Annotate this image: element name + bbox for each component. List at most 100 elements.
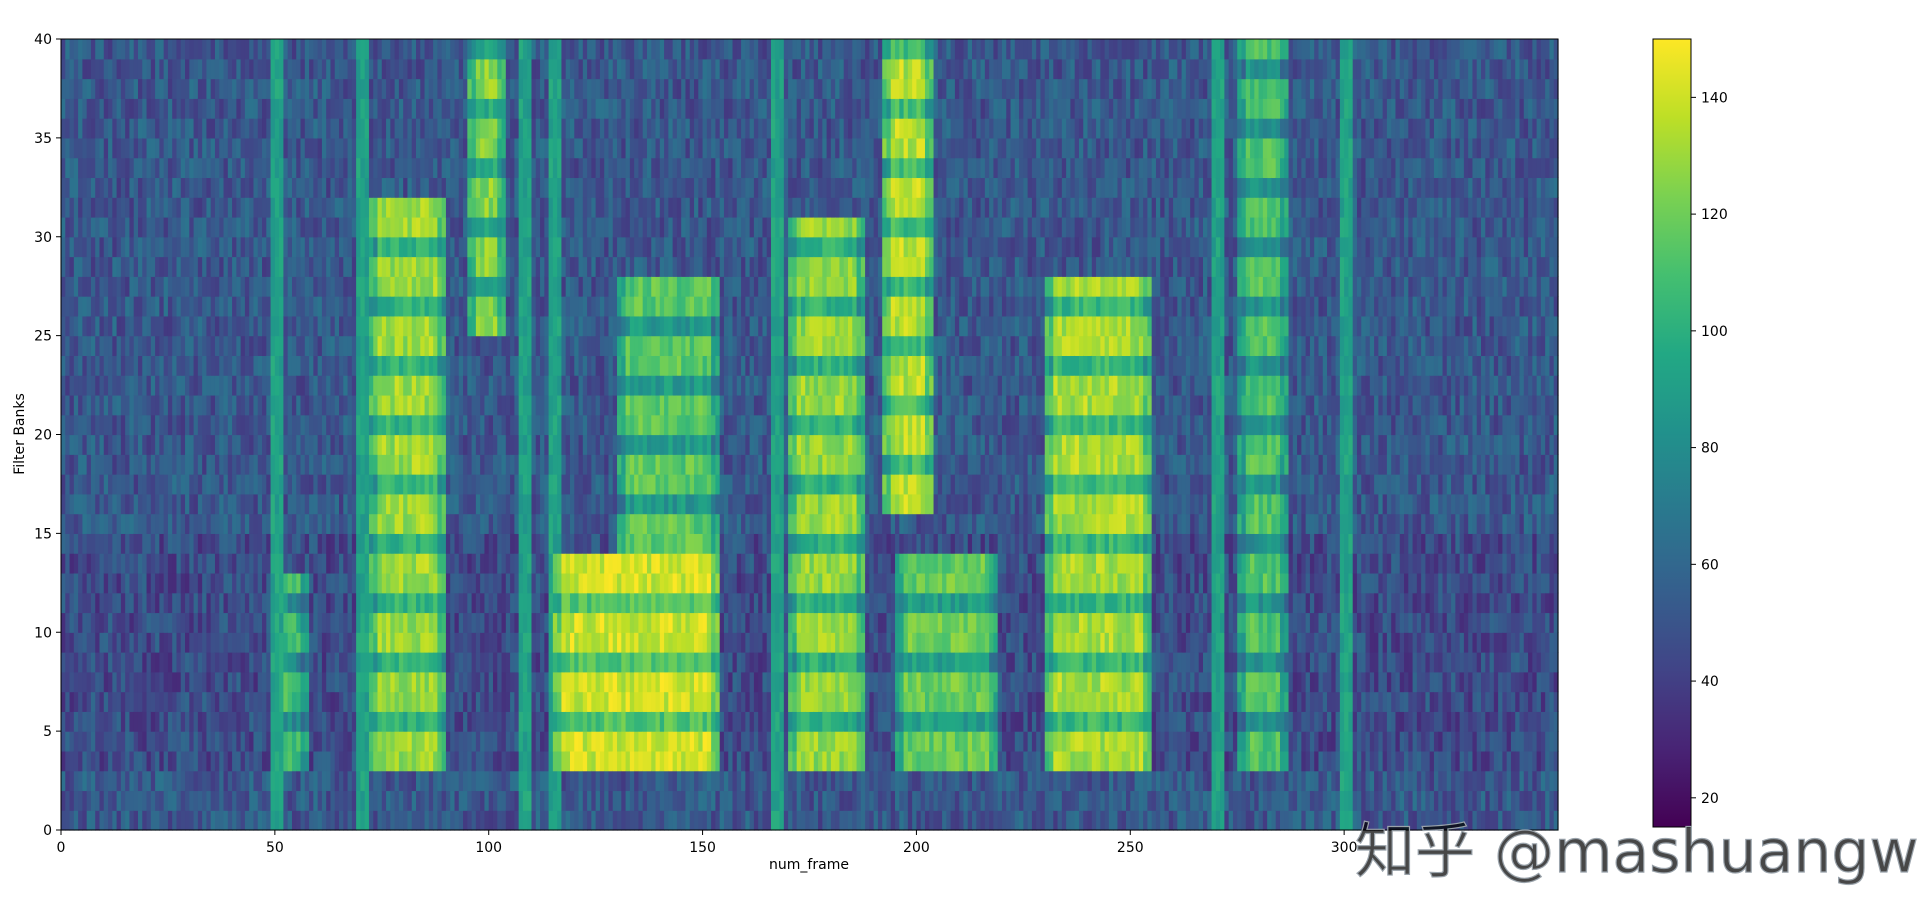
heatmap-cell [296, 711, 302, 732]
heatmap-cell [65, 434, 71, 455]
heatmap-cell [510, 315, 515, 337]
heatmap-cell [544, 632, 550, 653]
heatmap-cell [287, 731, 293, 752]
heatmap-cell [557, 731, 563, 752]
heatmap-cell [219, 355, 225, 376]
heatmap-cell [510, 671, 515, 693]
heatmap-cell [133, 434, 139, 455]
heatmap-cell [317, 216, 323, 238]
heatmap-cell [587, 78, 592, 99]
heatmap-cell [270, 276, 276, 297]
heatmap-cell [484, 78, 490, 99]
heatmap-cell [146, 58, 152, 80]
heatmap-cell [343, 335, 349, 357]
heatmap-cell [424, 493, 430, 515]
heatmap-cell [202, 474, 208, 495]
heatmap-cell [522, 493, 528, 515]
heatmap-cell [356, 750, 361, 772]
heatmap-cell [146, 553, 152, 574]
heatmap-cell [403, 157, 409, 179]
heatmap-cell [364, 612, 370, 633]
heatmap-cell [522, 315, 528, 337]
heatmap-cell [437, 78, 443, 99]
heatmap-cell [591, 296, 597, 317]
heatmap-cell [527, 810, 533, 831]
heatmap-cell [313, 58, 319, 80]
heatmap-cell [142, 632, 148, 653]
heatmap-cell [69, 671, 75, 693]
heatmap-cell [522, 691, 528, 712]
heatmap-cell [437, 750, 443, 772]
heatmap-cell [471, 454, 477, 475]
heatmap-cell [492, 731, 498, 752]
heatmap-cell [65, 691, 71, 712]
heatmap-cell [561, 355, 567, 376]
heatmap-cell [313, 750, 319, 772]
heatmap-cell [475, 632, 481, 653]
heatmap-cell [159, 691, 165, 712]
heatmap-cell [557, 553, 563, 574]
heatmap-cell [484, 216, 490, 238]
heatmap-cell [356, 612, 361, 633]
heatmap-cell [403, 790, 409, 811]
heatmap-cell [321, 98, 327, 119]
heatmap-cell [142, 671, 148, 693]
heatmap-cell [561, 493, 567, 515]
heatmap-cell [266, 355, 272, 376]
heatmap-cell [561, 39, 567, 60]
heatmap-cell [437, 296, 443, 317]
heatmap-cell [390, 197, 396, 218]
heatmap-cell [103, 493, 109, 515]
heatmap-cell [467, 671, 473, 693]
heatmap-cell [454, 434, 460, 455]
heatmap-cell [467, 750, 473, 772]
heatmap-cell [125, 533, 131, 554]
heatmap-cell [510, 711, 515, 732]
heatmap-cell [535, 78, 541, 99]
heatmap-cell [373, 137, 379, 159]
heatmap-cell [112, 118, 118, 139]
heatmap-cell [69, 493, 75, 515]
heatmap-cell [420, 493, 426, 515]
heatmap-cell [159, 750, 165, 772]
heatmap-cell [232, 414, 237, 436]
heatmap-cell [287, 671, 293, 693]
heatmap-cell [176, 414, 182, 436]
heatmap-cell [69, 197, 75, 218]
heatmap-cell [514, 770, 520, 792]
heatmap-cell [574, 553, 580, 574]
heatmap-cell [403, 335, 409, 357]
heatmap-cell [73, 533, 79, 554]
heatmap-cell [339, 632, 344, 653]
heatmap-cell [578, 394, 584, 416]
heatmap-cell [510, 157, 515, 179]
heatmap-cell [467, 394, 473, 416]
heatmap-cell [561, 197, 567, 218]
heatmap-cell [172, 770, 178, 792]
heatmap-cell [266, 118, 272, 139]
heatmap-cell [142, 78, 148, 99]
heatmap-cell [304, 454, 310, 475]
heatmap-cell [283, 454, 289, 475]
heatmap-cell [90, 652, 96, 673]
heatmap-cell [172, 39, 178, 60]
heatmap-cell [428, 454, 434, 475]
heatmap-cell [214, 434, 220, 455]
heatmap-cell [420, 810, 426, 831]
heatmap-cell [394, 790, 400, 811]
heatmap-cell [90, 770, 96, 792]
heatmap-cell [347, 58, 353, 80]
heatmap-cell [69, 177, 75, 198]
heatmap-cell [257, 197, 263, 218]
heatmap-cell [394, 493, 400, 515]
heatmap-cell [73, 197, 79, 218]
heatmap-cell [390, 592, 396, 614]
heatmap-cell [343, 236, 349, 258]
heatmap-cell [518, 375, 524, 396]
heatmap-cell [73, 236, 79, 258]
heatmap-cell [223, 375, 229, 396]
heatmap-cell [214, 98, 220, 119]
heatmap-cell [232, 216, 237, 238]
heatmap-cell [120, 790, 126, 811]
heatmap-cell [176, 118, 182, 139]
